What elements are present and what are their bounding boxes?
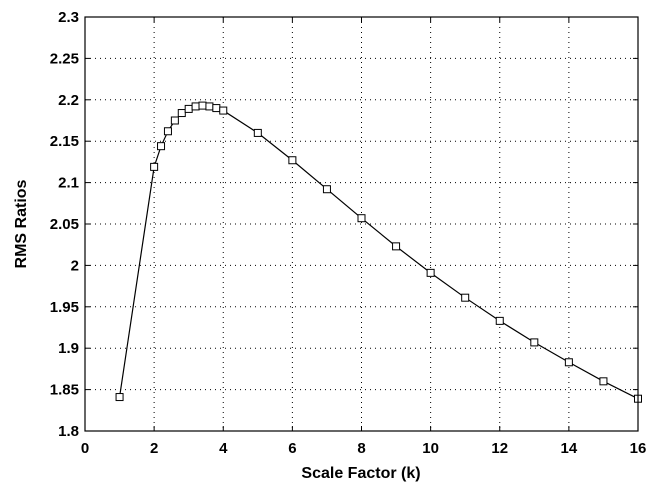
data-point-marker: [357, 214, 366, 223]
y-axis-label: RMS Ratios: [13, 179, 30, 268]
data-point-marker: [184, 104, 193, 113]
data-point-marker: [392, 242, 401, 251]
data-point-marker: [177, 109, 186, 118]
data-point-marker: [322, 185, 331, 194]
data-point-marker: [163, 127, 172, 136]
series-layer: [115, 101, 642, 403]
y-tick-label: 2.05: [50, 216, 79, 233]
y-tick-label: 2.1: [58, 175, 79, 192]
y-tick-label: 2: [71, 257, 79, 274]
data-point-marker: [115, 393, 124, 402]
y-tick-label: 2.2: [58, 92, 79, 109]
y-tick-label: 1.9: [58, 340, 79, 357]
x-tick-label: 6: [288, 440, 296, 457]
data-point-marker: [150, 162, 159, 171]
x-tick-label: 0: [81, 440, 89, 457]
y-tick-label: 2.15: [50, 133, 79, 150]
data-point-marker: [426, 268, 435, 277]
y-tick-label: 1.95: [50, 299, 79, 316]
data-point-marker: [205, 102, 214, 111]
x-tick-labels: 0 2 4 6 8 10 12 14 16: [81, 440, 647, 457]
data-point-marker: [495, 316, 504, 325]
data-point-marker: [253, 128, 262, 137]
ticks: [84, 16, 639, 432]
x-tick-label: 2: [150, 440, 158, 457]
x-tick-label: 16: [630, 440, 647, 457]
data-point-marker: [191, 102, 200, 111]
data-point-marker: [198, 101, 207, 110]
x-tick-label: 4: [219, 440, 228, 457]
x-tick-label: 12: [491, 440, 508, 457]
y-tick-labels: 1.8 1.85 1.9 1.95 2 2.05 2.1 2.15 2.2 2.25 2.3: [50, 9, 79, 440]
data-point-marker: [219, 106, 228, 115]
data-point-marker: [212, 104, 221, 113]
data-point-marker: [170, 116, 179, 125]
data-point-marker: [530, 338, 539, 347]
data-point-marker: [461, 293, 470, 302]
y-tick-label: 1.8: [58, 423, 79, 440]
y-tick-label: 1.85: [50, 382, 79, 399]
x-axis-label: Scale Factor (k): [301, 465, 420, 482]
data-point-marker: [157, 142, 166, 151]
x-tick-label: 14: [561, 440, 578, 457]
data-point-marker: [599, 377, 608, 386]
data-point-marker: [288, 156, 297, 165]
x-tick-label: 8: [357, 440, 365, 457]
x-tick-label: 10: [422, 440, 439, 457]
y-tick-label: 2.3: [58, 9, 79, 26]
data-point-marker: [564, 358, 573, 367]
y-tick-label: 2.25: [50, 50, 79, 67]
